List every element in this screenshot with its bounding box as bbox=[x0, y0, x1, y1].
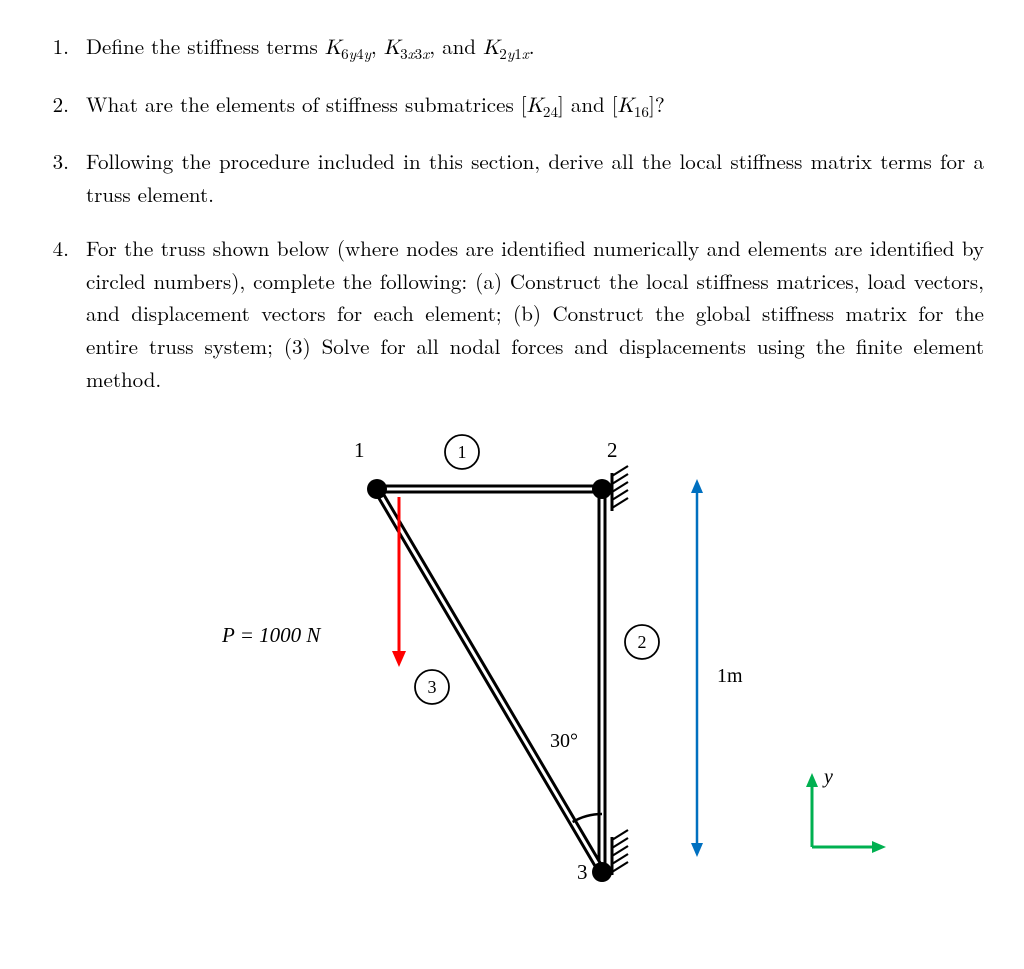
truss-figure: 30°123123P = 1000 N1mxy bbox=[132, 417, 892, 882]
svg-text:2: 2 bbox=[607, 438, 618, 462]
svg-text:P = 1000 N: P = 1000 N bbox=[221, 623, 321, 647]
p1-tail: . bbox=[529, 31, 535, 61]
p1-k2: K bbox=[384, 38, 400, 59]
p1-lead: Define the stiffness terms bbox=[86, 31, 325, 61]
p2-k2: K bbox=[618, 96, 634, 117]
p1-k1: K bbox=[325, 38, 341, 59]
svg-text:3: 3 bbox=[577, 860, 588, 882]
p1-k2-sub: 3x3x bbox=[400, 43, 429, 64]
problem-3: Following the procedure included in this… bbox=[76, 145, 984, 210]
svg-text:1m: 1m bbox=[717, 665, 743, 687]
p2-lead: What are the elements of stiffness subma… bbox=[86, 89, 527, 119]
problem-list: Define the stiffness terms K6y4y, K3x3x,… bbox=[40, 30, 984, 395]
problem-4: For the truss shown below (where nodes a… bbox=[76, 232, 984, 395]
svg-text:y: y bbox=[822, 766, 833, 788]
problem-2: What are the elements of stiffness subma… bbox=[76, 88, 984, 124]
problem-1: Define the stiffness terms K6y4y, K3x3x,… bbox=[76, 30, 984, 66]
p2-k1-sub: 24 bbox=[543, 101, 558, 122]
p1-sep2: , and bbox=[429, 31, 483, 61]
svg-text:3: 3 bbox=[428, 677, 437, 697]
p3-text: Following the procedure included in this… bbox=[86, 146, 984, 209]
svg-text:1: 1 bbox=[354, 438, 365, 462]
p4-text: For the truss shown below (where nodes a… bbox=[86, 233, 984, 393]
p2-mid: ] and [ bbox=[558, 89, 618, 119]
truss-figure-wrap: 30°123123P = 1000 N1mxy bbox=[40, 417, 984, 882]
p1-k1-sub: 6y4y bbox=[341, 43, 371, 64]
svg-text:2: 2 bbox=[638, 632, 647, 652]
p2-k2-sub: 16 bbox=[634, 101, 649, 122]
svg-text:1: 1 bbox=[458, 442, 467, 462]
p1-sep1: , bbox=[371, 31, 384, 61]
p1-k3: K bbox=[483, 38, 499, 59]
p2-tail: ]? bbox=[649, 89, 665, 119]
p1-k3-sub: 2y1x bbox=[499, 43, 528, 64]
p2-k1: K bbox=[527, 96, 543, 117]
svg-text:30°: 30° bbox=[550, 730, 578, 752]
